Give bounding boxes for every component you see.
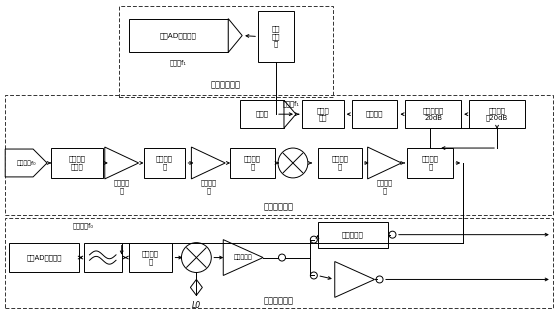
Polygon shape xyxy=(105,147,138,179)
Bar xyxy=(5,218,553,308)
Bar xyxy=(143,148,185,178)
Text: 第二放大
器: 第二放大 器 xyxy=(200,180,217,194)
Polygon shape xyxy=(335,262,374,297)
Text: 第三放大
器: 第三放大 器 xyxy=(377,180,392,194)
Polygon shape xyxy=(228,19,242,52)
Text: 第二AD检测模块: 第二AD检测模块 xyxy=(26,254,62,261)
Bar xyxy=(318,222,387,248)
Text: 固定
衰减
器: 固定 衰减 器 xyxy=(272,26,280,47)
Text: 射频：f₁: 射频：f₁ xyxy=(282,100,300,106)
Text: 第一AD检测模块: 第一AD检测模块 xyxy=(160,32,197,39)
Polygon shape xyxy=(284,100,296,128)
Bar xyxy=(240,100,284,128)
Polygon shape xyxy=(191,147,225,179)
Text: 第五衰减器: 第五衰减器 xyxy=(341,231,364,238)
Text: 第一中频
滤波器: 第一中频 滤波器 xyxy=(69,156,85,170)
Text: L0: L0 xyxy=(192,301,201,310)
Polygon shape xyxy=(223,240,263,275)
Bar xyxy=(9,243,79,273)
Bar xyxy=(230,148,275,178)
Circle shape xyxy=(278,254,286,261)
Polygon shape xyxy=(5,149,47,177)
Bar xyxy=(258,11,294,62)
Text: 第一检测电路: 第一检测电路 xyxy=(211,81,240,90)
Text: 第二衰减
器: 第二衰减 器 xyxy=(244,156,261,170)
Text: 中频输入f₀: 中频输入f₀ xyxy=(16,160,36,166)
Bar xyxy=(469,100,525,128)
Bar xyxy=(84,243,122,273)
Circle shape xyxy=(310,272,318,279)
Text: 第二滤波: 第二滤波 xyxy=(366,111,383,117)
Text: 第二耦
合器: 第二耦 合器 xyxy=(316,107,329,121)
Bar xyxy=(51,148,103,178)
Bar xyxy=(119,6,333,97)
Circle shape xyxy=(376,276,383,283)
Text: 第五放大器: 第五放大器 xyxy=(234,255,253,260)
Circle shape xyxy=(181,243,211,273)
Bar xyxy=(302,100,344,128)
Text: 第一放大
器: 第一放大 器 xyxy=(114,180,129,194)
Circle shape xyxy=(389,231,396,238)
Bar xyxy=(129,243,172,273)
Bar xyxy=(5,95,553,215)
Circle shape xyxy=(310,236,318,243)
Text: 第三滤波
器: 第三滤波 器 xyxy=(142,251,159,265)
Bar xyxy=(318,148,362,178)
Text: 接收机: 接收机 xyxy=(256,111,268,117)
Bar xyxy=(352,100,397,128)
Bar xyxy=(129,19,228,52)
Bar xyxy=(407,148,453,178)
Circle shape xyxy=(278,148,308,178)
Bar xyxy=(406,100,461,128)
Polygon shape xyxy=(190,279,203,295)
Text: 功率输出电路: 功率输出电路 xyxy=(264,202,294,211)
Text: 第一耦合
器: 第一耦合 器 xyxy=(422,156,439,170)
Text: 第四衰减器
20dB: 第四衰减器 20dB xyxy=(423,107,444,121)
Text: 第二检测电路: 第二检测电路 xyxy=(264,296,294,305)
Text: 第一滤波
器: 第一滤波 器 xyxy=(331,156,348,170)
Text: 第一衰减
器: 第一衰减 器 xyxy=(156,156,173,170)
Text: 射频：f₁: 射频：f₁ xyxy=(170,59,187,66)
Text: 第三衰减
器20dB: 第三衰减 器20dB xyxy=(486,107,508,121)
Text: 中频输出f₀: 中频输出f₀ xyxy=(73,222,93,229)
Polygon shape xyxy=(368,147,401,179)
